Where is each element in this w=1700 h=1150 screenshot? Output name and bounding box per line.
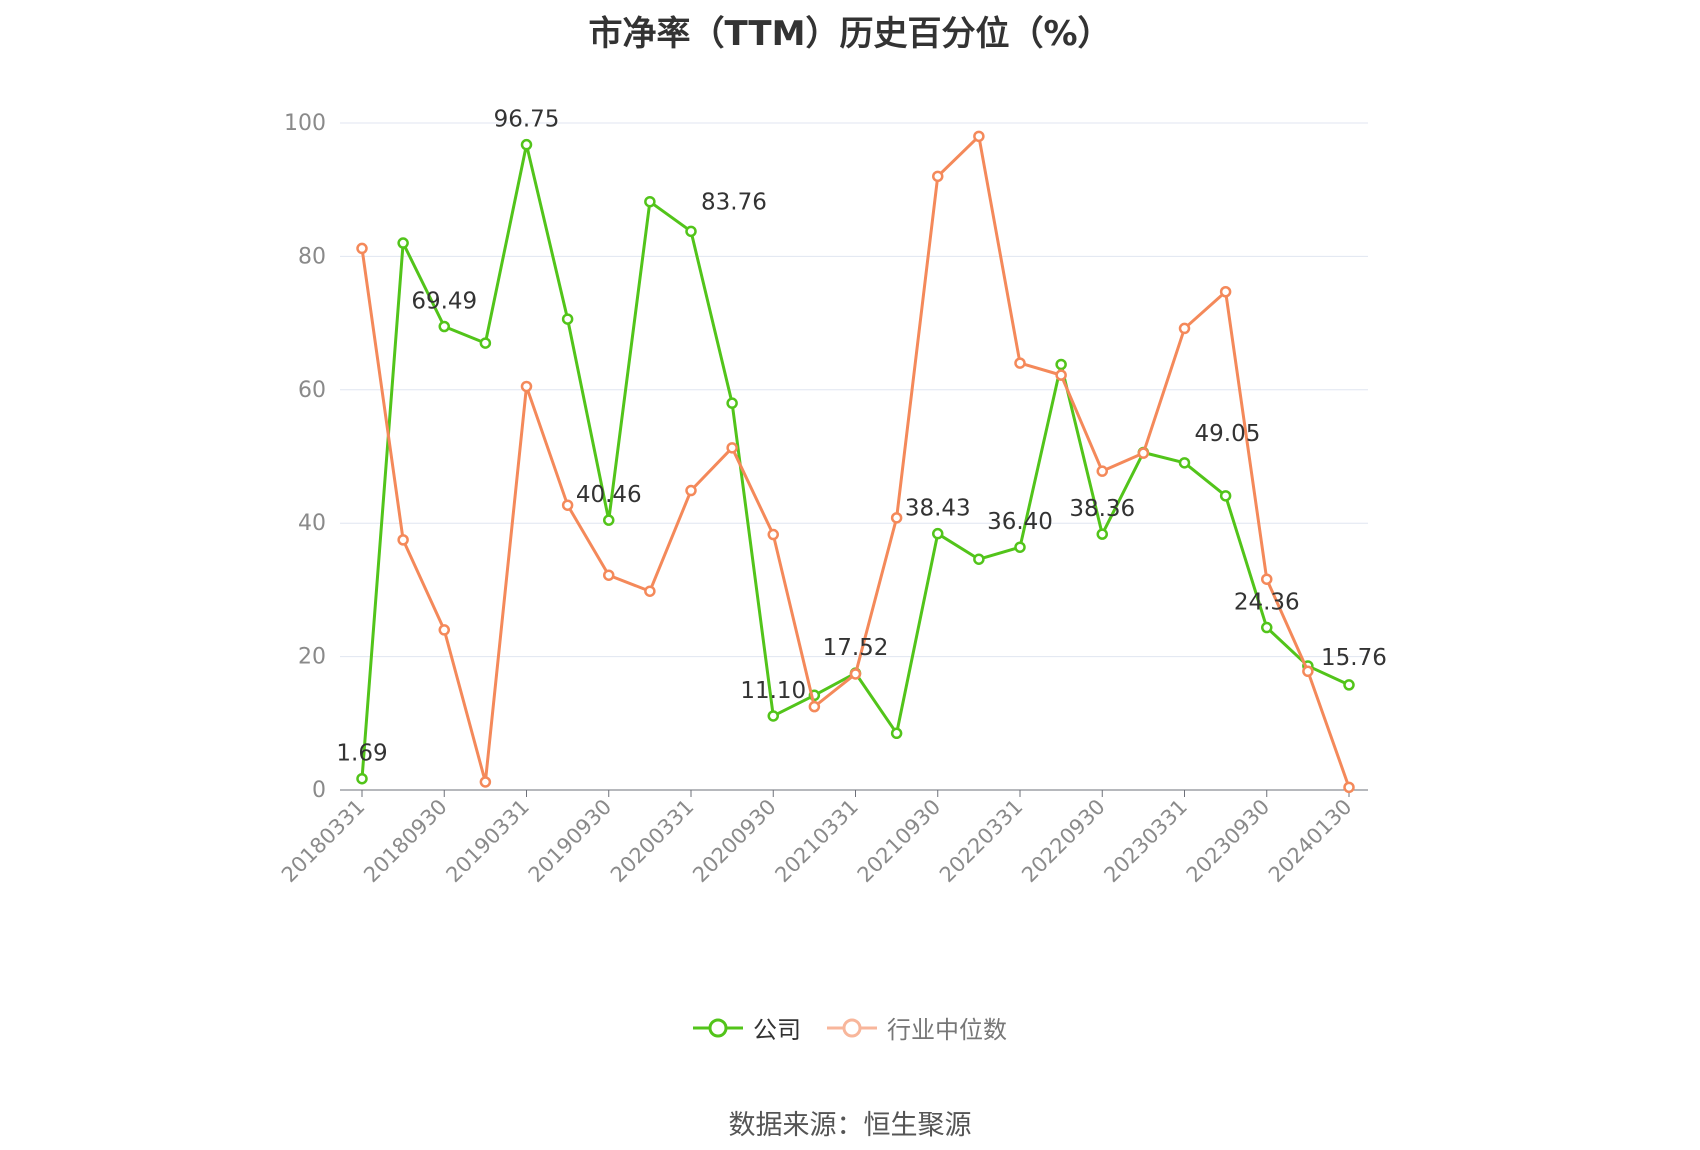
x-tick-label: 20180331 (277, 795, 370, 888)
data-point[interactable] (520, 138, 533, 151)
y-tick-label: 100 (284, 111, 326, 136)
data-label: 11.10 (740, 678, 806, 704)
data-point[interactable] (767, 528, 779, 541)
legend-line-circle-icon (693, 1018, 743, 1037)
x-tick-label: 20230930 (1182, 795, 1275, 888)
data-point[interactable] (685, 484, 697, 497)
data-point[interactable] (603, 569, 615, 581)
data-point[interactable] (438, 624, 450, 636)
data-point[interactable] (561, 499, 574, 511)
x-tick-label: 20200930 (688, 795, 781, 888)
data-label-layer: 1.69 69.49 96.75 40.46 83.76 11.10 17.52 38.43 3… (336, 107, 1386, 767)
data-point[interactable] (1178, 322, 1191, 335)
data-label: 49.05 (1195, 421, 1261, 447)
data-point[interactable] (1055, 358, 1067, 371)
y-tick-label: 40 (298, 511, 326, 536)
data-point[interactable] (1096, 465, 1108, 477)
data-point[interactable] (767, 710, 779, 722)
data-label: 36.40 (987, 509, 1053, 535)
legend-label-industry-median: 行业中位数 (887, 1016, 1007, 1044)
x-tick-label: 20220331 (935, 795, 1028, 888)
data-label: 38.43 (905, 496, 971, 522)
y-tick-label: 80 (298, 244, 326, 269)
data-point[interactable] (808, 700, 821, 713)
data-point[interactable] (438, 320, 450, 333)
data-point[interactable] (356, 242, 368, 255)
y-tick-label: 20 (298, 645, 326, 670)
y-tick-label: 60 (298, 378, 326, 403)
legend: 公司 行业中位数 (0, 1010, 1700, 1045)
x-tick-label: 20230331 (1099, 795, 1192, 888)
data-label: 96.75 (494, 107, 560, 133)
data-point[interactable] (356, 772, 368, 785)
x-tick-label: 20210930 (853, 795, 946, 888)
y-tick-label: 0 (312, 778, 326, 803)
legend-label-company: 公司 (753, 1016, 801, 1044)
data-label: 17.52 (823, 635, 889, 661)
axis-layer: 0 20 40 60 80 100 2018033120180930201903312019… (277, 111, 1368, 887)
series-line-company (360, 143, 1350, 779)
x-tick-label: 20200331 (606, 795, 699, 888)
data-label: 40.46 (576, 482, 642, 508)
chart-title: 市净率（TTM）历史百分位（%） (588, 14, 1112, 54)
data-label: 1.69 (336, 741, 387, 767)
data-label: 83.76 (701, 189, 767, 215)
x-tick-label: 20190930 (524, 795, 617, 888)
data-point[interactable] (561, 313, 574, 325)
x-tick-label: 20190331 (441, 795, 534, 888)
data-point[interactable] (726, 442, 738, 454)
data-point[interactable] (1343, 781, 1355, 794)
data-point[interactable] (1343, 679, 1355, 691)
data-point[interactable] (603, 514, 615, 526)
data-point[interactable] (973, 130, 985, 143)
data-source: 数据来源：恒生聚源 (728, 1110, 972, 1141)
data-point[interactable] (397, 237, 409, 249)
data-label: 15.76 (1321, 645, 1387, 671)
data-point[interactable] (685, 225, 697, 238)
data-point[interactable] (1014, 357, 1026, 369)
data-point[interactable] (890, 727, 903, 740)
data-point[interactable] (1014, 541, 1026, 553)
data-point[interactable] (932, 527, 944, 540)
x-tick-label: 20220930 (1017, 795, 1110, 888)
data-point[interactable] (1261, 621, 1273, 634)
legend-line-circle-icon (827, 1018, 877, 1037)
series-line-industry-median (360, 134, 1351, 788)
data-point[interactable] (1302, 665, 1314, 678)
data-point[interactable] (397, 534, 409, 546)
grid-layer (340, 122, 1368, 658)
data-label: 69.49 (411, 289, 477, 315)
data-point[interactable] (479, 337, 492, 349)
data-point[interactable] (644, 585, 656, 597)
legend-item-company[interactable]: 公司 (693, 1010, 801, 1045)
data-point[interactable] (726, 397, 738, 409)
x-tick-label: 20180930 (359, 795, 452, 888)
x-tick-label: 20210331 (770, 795, 863, 888)
data-label: 24.36 (1234, 590, 1300, 616)
data-point[interactable] (1261, 573, 1273, 585)
data-point[interactable] (1055, 369, 1067, 381)
data-point[interactable] (1137, 447, 1150, 459)
x-tick-label: 20240130 (1264, 795, 1357, 888)
data-point[interactable] (1096, 528, 1108, 540)
data-point[interactable] (1219, 490, 1232, 502)
data-label: 38.36 (1069, 496, 1135, 522)
data-point[interactable] (1178, 457, 1191, 469)
data-point[interactable] (890, 512, 903, 524)
data-point[interactable] (849, 668, 862, 680)
series-layer (356, 130, 1355, 794)
data-point[interactable] (479, 776, 492, 788)
data-point[interactable] (1219, 286, 1232, 298)
data-point[interactable] (932, 170, 944, 183)
data-point[interactable] (973, 553, 985, 565)
data-point[interactable] (644, 195, 656, 208)
legend-item-industry-median[interactable]: 行业中位数 (827, 1010, 1007, 1045)
data-point[interactable] (520, 380, 533, 393)
